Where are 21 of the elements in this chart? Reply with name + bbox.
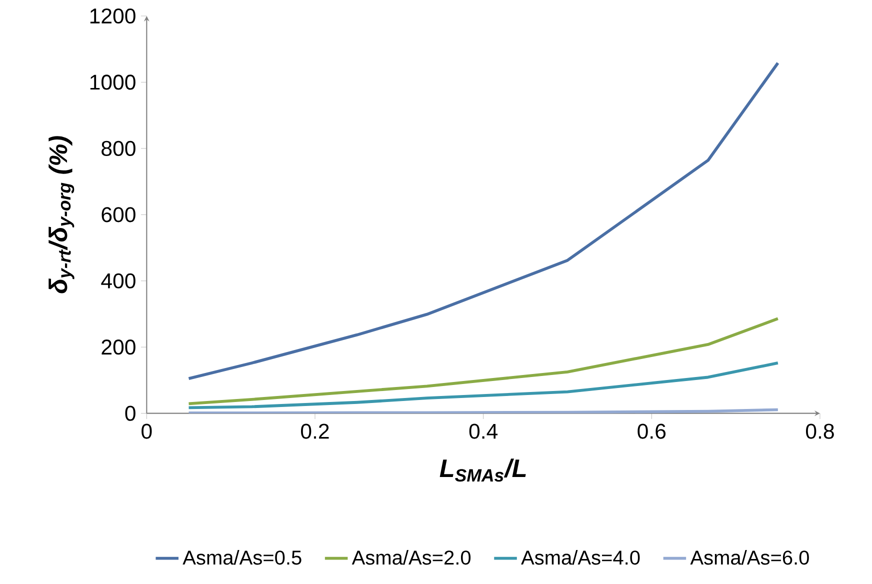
y-tick-label: 1000: [90, 74, 136, 90]
x-tick-label: 0: [142, 424, 152, 439]
legend-label: Asma/As=4.0: [521, 550, 640, 565]
y-tick-label: 400: [101, 273, 136, 288]
line-series: [187, 62, 780, 380]
x-tick-label: 0.2: [301, 424, 329, 439]
legend-label: Asma/As=2.0: [352, 550, 471, 565]
legend-label: Asma/As=0.5: [182, 550, 302, 565]
y-tick-label: 200: [102, 340, 136, 355]
legend-label: Asma/As=6.0: [690, 550, 809, 565]
x-axis-title: L$_{SMAs}$/L: [440, 458, 526, 482]
y-axis-title: δ$_{y-rt}$/δ$_{y-org}$ (%): [48, 136, 74, 294]
x-tick-label: 0.4: [469, 424, 498, 439]
line-series: [187, 362, 780, 410]
x-tick-label: 0.8: [806, 424, 834, 439]
x-tick-label: 0.6: [638, 424, 666, 439]
line-series: [187, 317, 780, 406]
y-tick-label: 0: [125, 406, 136, 421]
y-tick-label: 600: [102, 207, 136, 222]
y-tick-label: 800: [102, 140, 136, 156]
y-tick-label: 1200: [90, 8, 136, 24]
